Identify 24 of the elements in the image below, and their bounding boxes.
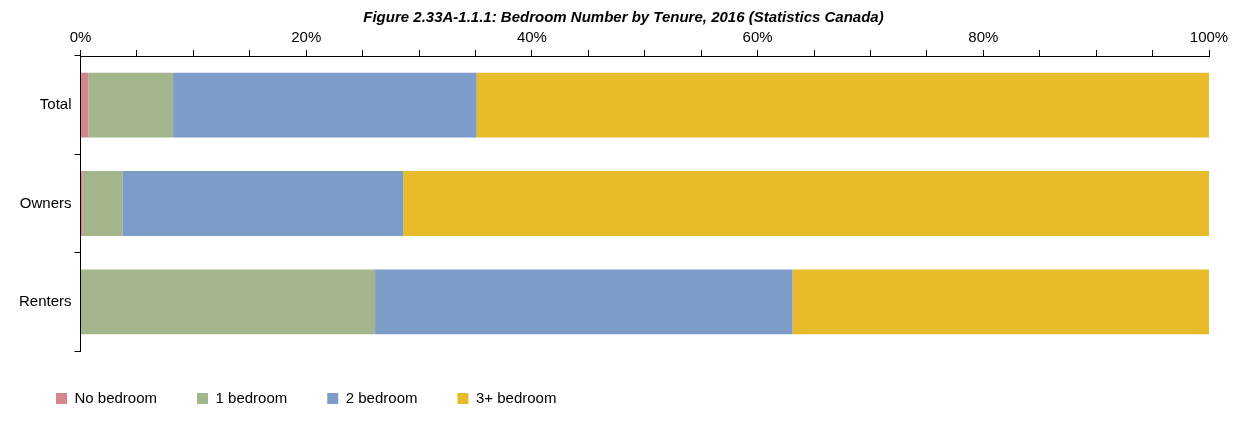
x-tick-label: 60% [742, 28, 773, 46]
chart-title: Figure 2.33A-1.1.1: Bedroom Number by Tenure, 2016 (Statistics Canada) [362, 8, 885, 26]
bar [81, 269, 376, 335]
bar [88, 72, 174, 138]
legend-label: 1 bedroom [215, 388, 288, 406]
legend-label: 2 bedroom [345, 388, 418, 406]
legend-label: 3+ bedroom [475, 388, 557, 406]
x-tick-label: 80% [968, 28, 999, 46]
y-tick-label: Owners [19, 193, 72, 211]
y-tick-label: Total [39, 95, 72, 113]
bar [81, 72, 89, 138]
x-tick-label: 100% [1189, 28, 1229, 46]
bar [375, 269, 793, 335]
x-tick-label: 0% [69, 28, 92, 46]
legend-label: No bedroom [74, 388, 158, 406]
bar [403, 171, 1209, 236]
bar [173, 72, 477, 138]
bar [476, 72, 1209, 138]
x-tick-label: 40% [516, 28, 547, 46]
y-tick-label: Renters [18, 291, 72, 309]
bar [122, 171, 404, 236]
x-tick-label: 20% [291, 28, 322, 46]
bar [82, 171, 123, 236]
bar [792, 269, 1209, 335]
